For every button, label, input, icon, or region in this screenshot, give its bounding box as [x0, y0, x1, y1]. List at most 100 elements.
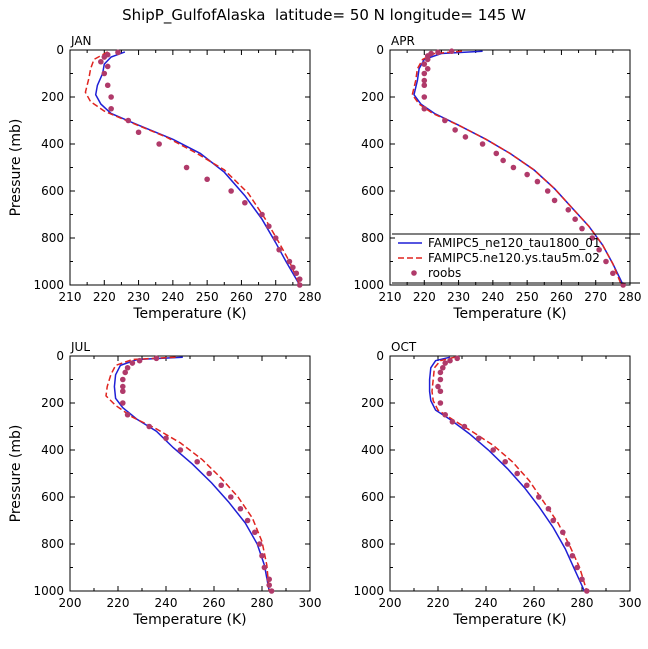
y-tick-label: 400 [361, 137, 384, 151]
y-tick-label: 0 [376, 43, 384, 57]
x-tick-label: 240 [481, 290, 504, 304]
y-tick-label: 600 [41, 490, 64, 504]
roobs-point [437, 376, 444, 383]
roobs-point [545, 505, 552, 512]
roobs-point [510, 164, 517, 171]
roobs-point [296, 282, 303, 288]
roobs-point [259, 211, 265, 218]
roobs-point [551, 197, 558, 204]
roobs-point [228, 188, 234, 194]
roobs-point [244, 517, 251, 524]
roobs-point [442, 411, 449, 418]
roobs-point [108, 94, 114, 100]
roobs-point [268, 588, 275, 594]
roobs-point [524, 171, 530, 178]
roobs-point [452, 127, 458, 133]
roobs-point [421, 70, 428, 77]
roobs-point [589, 235, 596, 241]
x-tick-label: 230 [127, 290, 150, 304]
roobs-point [435, 49, 441, 56]
roobs-point [462, 134, 469, 140]
x-tick-label: 210 [379, 290, 402, 304]
roobs-point [447, 357, 453, 364]
x-axis-label: Temperature (K) [132, 306, 246, 322]
roobs-point [490, 447, 497, 453]
x-axis-label: Temperature (K) [452, 612, 566, 628]
roobs-point [124, 411, 131, 418]
model2-line [84, 51, 301, 286]
roobs-point [122, 369, 128, 376]
roobs-point [206, 470, 212, 477]
roobs-point [596, 246, 602, 253]
roobs-point [266, 223, 272, 230]
roobs-point [442, 360, 449, 366]
roobs-point [514, 470, 520, 477]
roobs-point [461, 423, 468, 430]
roobs-point [442, 117, 448, 124]
y-tick-label: 0 [376, 349, 384, 363]
legend-label: roobs [428, 266, 461, 280]
y-tick-label: 0 [56, 43, 64, 57]
panel-label: OCT [391, 340, 417, 354]
roobs-point [104, 82, 111, 89]
legend-label: FAMIPC5.ne120.ys.tau5m.02 [428, 251, 600, 265]
roobs-point [146, 423, 152, 430]
roobs-point [183, 164, 190, 171]
roobs-point [237, 505, 244, 512]
roobs-point [108, 105, 114, 112]
model1-line [94, 51, 301, 286]
roobs-point [620, 282, 626, 288]
x-axis-label: Temperature (K) [452, 306, 566, 322]
y-tick-label: 200 [361, 396, 384, 410]
y-tick-label: 600 [361, 490, 384, 504]
panel-oct: 200 220 240 260 280 300 0 200 400 600 800 1000 OCT Te… [353, 340, 641, 628]
roobs-point [101, 70, 108, 77]
y-tick-label: 200 [41, 396, 64, 410]
roobs-point [242, 199, 248, 206]
model1-line [113, 356, 270, 592]
roobs-point [437, 400, 444, 406]
x-tick-label: 280 [299, 290, 322, 304]
x-tick-label: 250 [516, 290, 539, 304]
x-tick-label: 260 [523, 596, 546, 610]
x-tick-label: 260 [203, 596, 226, 610]
legend-marker-roobs [411, 270, 417, 276]
roobs-point [156, 141, 162, 147]
y-tick-label: 1000 [353, 584, 384, 598]
roobs-point [610, 270, 616, 277]
roobs-point [120, 388, 126, 395]
x-tick-label: 260 [230, 290, 253, 304]
x-tick-label: 220 [427, 596, 450, 610]
roobs-point [479, 141, 486, 147]
plot-frame [69, 355, 311, 592]
x-tick-label: 280 [571, 596, 594, 610]
x-tick-label: 240 [155, 596, 178, 610]
roobs-point [421, 82, 428, 89]
roobs-point [584, 588, 590, 594]
x-tick-label: 240 [161, 290, 184, 304]
panel-label: JUL [70, 340, 90, 354]
y-tick-label: 200 [361, 90, 384, 104]
roobs-point [448, 48, 455, 54]
x-tick-label: 220 [107, 596, 130, 610]
roobs-point [293, 270, 300, 277]
roobs-point [276, 246, 282, 253]
roobs-point [421, 94, 428, 100]
roobs-point [163, 435, 169, 442]
panel-jan: 210 220 230 240 250 260 270 280 0 200 400 600 800 100… [8, 34, 321, 322]
y-tick-label: 600 [41, 184, 64, 198]
roobs-point [228, 494, 234, 500]
roobs-point [579, 576, 585, 583]
roobs-point [125, 117, 132, 124]
roobs-point [296, 276, 303, 282]
x-tick-label: 240 [475, 596, 498, 610]
x-tick-label: 300 [299, 596, 322, 610]
figure-title: ShipP_GulfofAlaska latitude= 50 N longit… [122, 6, 526, 24]
roobs-point [177, 447, 184, 453]
roobs-point [437, 388, 444, 395]
roobs-point [115, 49, 121, 56]
roobs-point [286, 258, 293, 265]
x-tick-label: 220 [413, 290, 436, 304]
panel-jul: 200 220 240 260 280 300 0 200 400 600 800 1000 JUL Te… [8, 340, 321, 628]
roobs-point [153, 355, 160, 362]
